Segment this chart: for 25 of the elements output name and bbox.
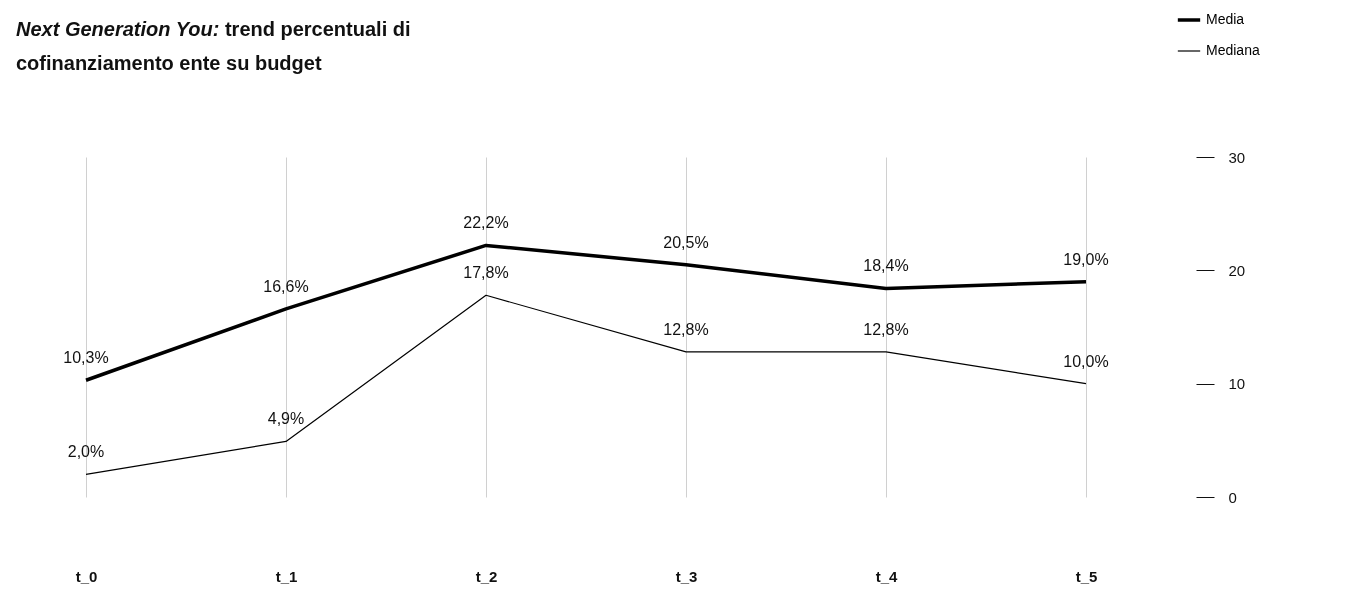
data-label: 4,9% xyxy=(267,410,305,428)
data-label: 12,8% xyxy=(863,320,909,338)
data-label: 17,8% xyxy=(463,264,509,282)
data-label: 12,8% xyxy=(663,320,709,338)
x-tick-label: t_5 xyxy=(1075,567,1098,585)
x-tick-label: t_0 xyxy=(75,567,98,585)
data-label: 20,5% xyxy=(663,233,709,251)
chart-title: Next Generation You: trend percentuali di cofinanziamento ente su budget xyxy=(16,17,412,76)
data-label: 22,2% xyxy=(463,214,509,232)
data-label: 19,0% xyxy=(1063,250,1109,268)
y-tick-label: 0 xyxy=(1228,488,1237,506)
y-tick-label: 20 xyxy=(1228,261,1246,279)
x-tick-label: t_2 xyxy=(475,567,498,585)
legend-label: Media xyxy=(1206,11,1245,27)
data-label: 10,0% xyxy=(1063,352,1109,370)
data-label: 10,3% xyxy=(63,349,109,367)
y-tick-label: 30 xyxy=(1228,148,1246,166)
y-tick-label: 10 xyxy=(1228,375,1246,393)
x-tick-label: t_4 xyxy=(875,567,898,585)
data-label: 18,4% xyxy=(863,257,909,275)
x-tick-label: t_1 xyxy=(275,567,298,585)
data-label: 2,0% xyxy=(67,443,105,461)
x-tick-label: t_3 xyxy=(675,567,698,585)
data-label: 16,6% xyxy=(263,277,309,295)
legend-label: Mediana xyxy=(1206,42,1260,58)
